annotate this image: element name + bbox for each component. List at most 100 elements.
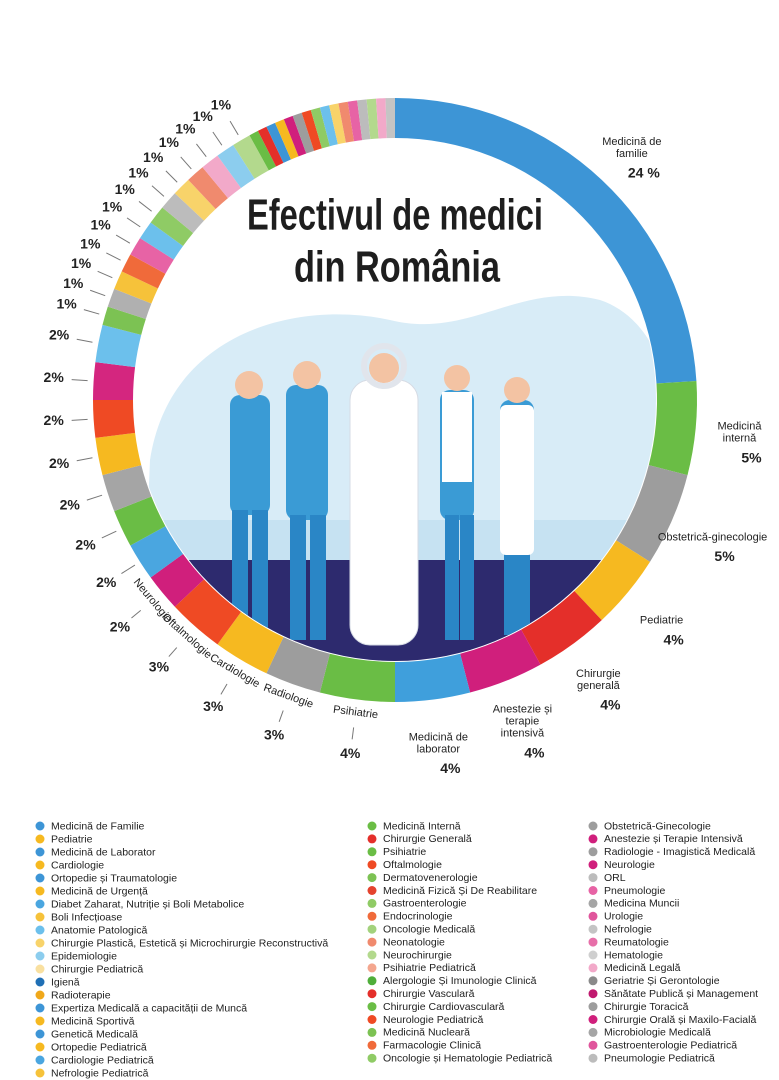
legend-dot <box>36 900 45 909</box>
legend-dot <box>589 963 598 972</box>
legend-label: Pneumologie Pediatrică <box>604 1052 715 1064</box>
legend-dot <box>36 913 45 922</box>
minor-segment <box>386 98 395 138</box>
leader-line <box>139 201 152 211</box>
percent-label: 5% <box>741 449 762 465</box>
legend-dot <box>368 912 377 921</box>
legend-dot <box>368 873 377 882</box>
segment-name: Medicină delaborator <box>409 731 468 755</box>
legend-label: Medicină Internă <box>383 820 461 832</box>
legend-dot <box>36 978 45 987</box>
legend-label: Neurologie <box>604 859 655 871</box>
legend-dot <box>36 1004 45 1013</box>
leader-line <box>181 157 192 169</box>
legend-label: Geriatrie Și Gerontologie <box>604 975 720 987</box>
donut-segment <box>320 654 395 702</box>
percent-label: 2% <box>110 618 131 634</box>
legend-label: Dermatovenerologie <box>383 872 478 884</box>
legend-dot <box>36 861 45 870</box>
percent-label: 2% <box>75 536 96 552</box>
legend-dot <box>368 1028 377 1037</box>
legend-dot <box>368 938 377 947</box>
legend-dot <box>589 1041 598 1050</box>
legend-dot <box>368 847 377 856</box>
legend-label: Chirurgie Cardiovasculară <box>383 1001 505 1013</box>
legend-dot <box>589 951 598 960</box>
segment-name: Obstetrică-ginecologie <box>658 531 767 543</box>
legend-label: Medicină de Urgență <box>51 885 148 897</box>
segment-name: Anestezie șiterapieintensivă <box>493 704 552 740</box>
legend-dot <box>36 1017 45 1026</box>
legend-dot <box>368 822 377 831</box>
legend-label: Expertiza Medicală a capacității de Munc… <box>51 1002 247 1014</box>
percent-label: 1% <box>143 149 164 165</box>
segment-name: Psihiatrie <box>332 704 378 722</box>
percent-label: 4% <box>600 697 621 713</box>
leader-line <box>352 727 354 739</box>
leader-line <box>131 610 140 618</box>
legend-dot <box>36 887 45 896</box>
percent-label: 2% <box>44 369 65 385</box>
legend-dot <box>589 899 598 908</box>
percent-label: 24 % <box>628 164 660 180</box>
legend-dot <box>368 860 377 869</box>
percent-label: 2% <box>44 412 65 428</box>
percent-label: 3% <box>203 698 224 714</box>
leader-line <box>84 310 99 314</box>
leader-line <box>98 271 113 277</box>
legend-label: Anestezie și Terapie Intensivă <box>604 833 743 845</box>
legend-label: Medicină Fizică Și De Reabilitare <box>383 885 537 897</box>
legend-dot <box>589 873 598 882</box>
legend-label: Cardiologie <box>51 859 104 871</box>
percent-label: 1% <box>211 96 232 112</box>
percent-label: 4% <box>340 745 361 761</box>
leader-line <box>87 495 102 500</box>
legend-dot <box>36 874 45 883</box>
segment-name: Medicină defamilie <box>602 136 661 160</box>
legend-label: Farmacologie Clinică <box>383 1040 481 1052</box>
legend-label: Radiologie - Imagistică Medicală <box>604 846 755 858</box>
legend-label: Chirurgie Pediatrică <box>51 963 143 975</box>
legend-dot <box>589 1054 598 1063</box>
donut-segment <box>395 654 470 702</box>
leader-line <box>169 648 177 657</box>
legend-dot <box>589 834 598 843</box>
legend-label: Chirurgie Vasculară <box>383 988 475 1000</box>
leader-line <box>279 710 283 721</box>
legend-label: Medicină Nucleară <box>383 1027 470 1039</box>
legend-label: Chirurgie Toracică <box>604 1001 689 1013</box>
legend-dot <box>589 822 598 831</box>
legend-label: Ortopedie Pediatrică <box>51 1041 147 1053</box>
leader-line <box>152 186 164 197</box>
legend-dot <box>36 1030 45 1039</box>
legend-dot <box>589 847 598 856</box>
percent-label: 1% <box>102 198 123 214</box>
legend-label: Endocrinologie <box>383 911 453 923</box>
percent-label: 2% <box>60 496 81 512</box>
percent-label: 1% <box>159 134 180 150</box>
legend-dot <box>368 963 377 972</box>
legend-dot <box>589 938 598 947</box>
legend-dot <box>36 991 45 1000</box>
percent-label: 2% <box>49 327 70 343</box>
percent-label: 4% <box>440 760 461 776</box>
leader-line <box>230 121 238 135</box>
legend-dot <box>36 822 45 831</box>
legend-label: Gastroenterologie <box>383 898 467 910</box>
legend-dot <box>589 860 598 869</box>
percent-label: 1% <box>71 255 92 271</box>
legend-label: Epidemiologie <box>51 950 117 962</box>
legend-label: Diabet Zaharat, Nutriție și Boli Metabol… <box>51 898 244 910</box>
leader-line <box>196 144 206 157</box>
leader-line <box>106 253 120 260</box>
legend-label: Neonatologie <box>383 936 445 948</box>
title-line: Efectivul de medici <box>247 191 543 240</box>
leader-line <box>72 380 88 381</box>
legend-dot <box>368 925 377 934</box>
percent-label: 2% <box>96 574 117 590</box>
legend-dot <box>589 1028 598 1037</box>
leader-line <box>121 565 135 574</box>
percent-label: 3% <box>149 658 170 674</box>
leader-line <box>166 171 177 182</box>
legend-dot <box>36 1069 45 1078</box>
